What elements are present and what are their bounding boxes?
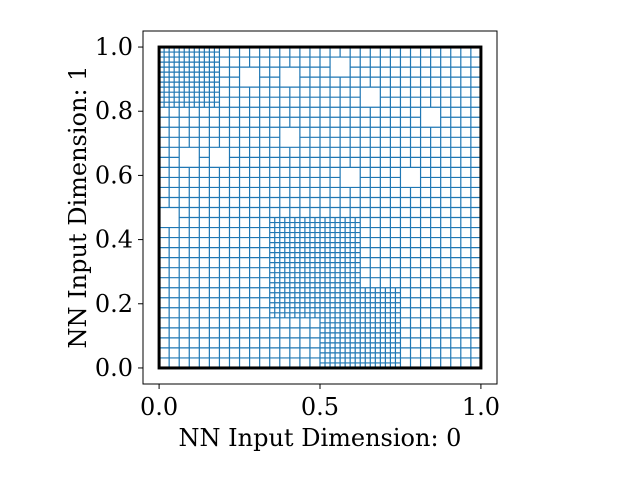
domain-box: [157, 45, 483, 370]
y-axis-ticks: 0.0 0.2 0.4 0.6 0.8 1.0: [95, 33, 143, 382]
y-tick-label-0: 0.0: [95, 354, 133, 382]
x-tick-label-0: 0.0: [140, 393, 178, 421]
x-tick-label-2: 1.0: [462, 393, 500, 421]
y-tick-label-1: 0.2: [95, 290, 133, 318]
x-axis-ticks: 0.0 0.5 1.0: [140, 384, 500, 421]
y-tick-label-2: 0.4: [95, 226, 133, 254]
y-tick-label-3: 0.6: [95, 161, 133, 189]
x-axis-label: NN Input Dimension: 0: [179, 424, 462, 452]
x-tick-label-1: 0.5: [301, 393, 339, 421]
partition-lines: [158, 46, 482, 369]
y-tick-label-5: 1.0: [95, 33, 133, 61]
y-axis-label: NN Input Dimension: 1: [64, 66, 92, 349]
y-tick-label-4: 0.8: [95, 97, 133, 125]
